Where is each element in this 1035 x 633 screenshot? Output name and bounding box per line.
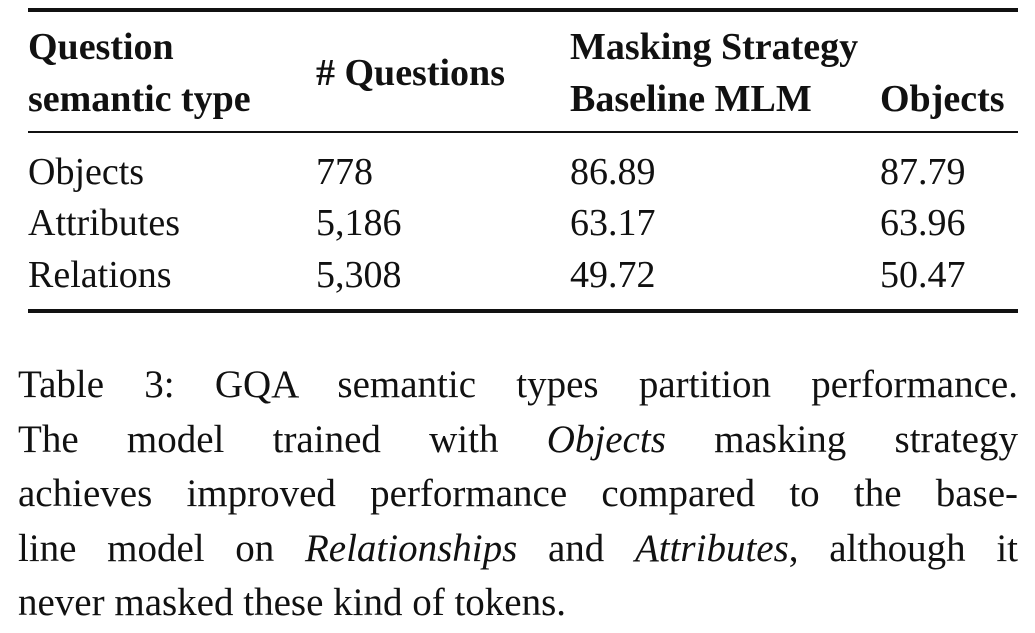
caption-line: Table 3: GQA semantic types partition pe… bbox=[18, 363, 1018, 406]
caption-text: line model on bbox=[18, 526, 305, 570]
caption-line: line model on Relationships and Attribut… bbox=[18, 522, 1018, 577]
table-top-rule bbox=[28, 8, 1018, 12]
caption-line: never masked these kind of tokens. bbox=[18, 581, 567, 624]
caption-emphasis: Attributes bbox=[634, 526, 789, 570]
table-caption: Table 3: GQA semantic types partition pe… bbox=[18, 358, 1018, 631]
header-num-questions: # Questions bbox=[316, 52, 505, 94]
header-objects: Objects bbox=[880, 78, 1005, 120]
caption-emphasis: Relationships bbox=[304, 526, 518, 570]
row-type: Relations bbox=[28, 254, 172, 296]
caption-text: The model trained with bbox=[18, 417, 547, 461]
table-bottom-rule bbox=[28, 309, 1018, 313]
header-question-type-line1: Question bbox=[28, 26, 174, 68]
row-objects: 50.47 bbox=[880, 254, 966, 296]
row-count: 778 bbox=[316, 151, 373, 193]
row-count: 5,308 bbox=[316, 254, 402, 296]
caption-line: achieves improved performance compared t… bbox=[18, 472, 1018, 515]
caption-emphasis: Objects bbox=[546, 417, 666, 461]
caption-text: masking strategy bbox=[665, 417, 1018, 461]
row-objects: 63.96 bbox=[880, 202, 966, 244]
row-baseline: 86.89 bbox=[570, 151, 656, 193]
caption-line: The model trained with Objects masking s… bbox=[18, 413, 1018, 468]
header-question-type-line2: semantic type bbox=[28, 78, 251, 120]
row-baseline: 49.72 bbox=[570, 254, 656, 296]
header-baseline-mlm: Baseline MLM bbox=[570, 78, 812, 120]
row-type: Attributes bbox=[28, 202, 180, 244]
row-baseline: 63.17 bbox=[570, 202, 656, 244]
row-type: Objects bbox=[28, 151, 145, 193]
row-objects: 87.79 bbox=[880, 151, 966, 193]
row-count: 5,186 bbox=[316, 202, 402, 244]
header-masking-strategy: Masking Strategy bbox=[570, 26, 859, 68]
caption-text: and bbox=[517, 526, 635, 570]
table-mid-rule bbox=[28, 131, 1018, 133]
caption-text: , although it bbox=[788, 526, 1019, 570]
